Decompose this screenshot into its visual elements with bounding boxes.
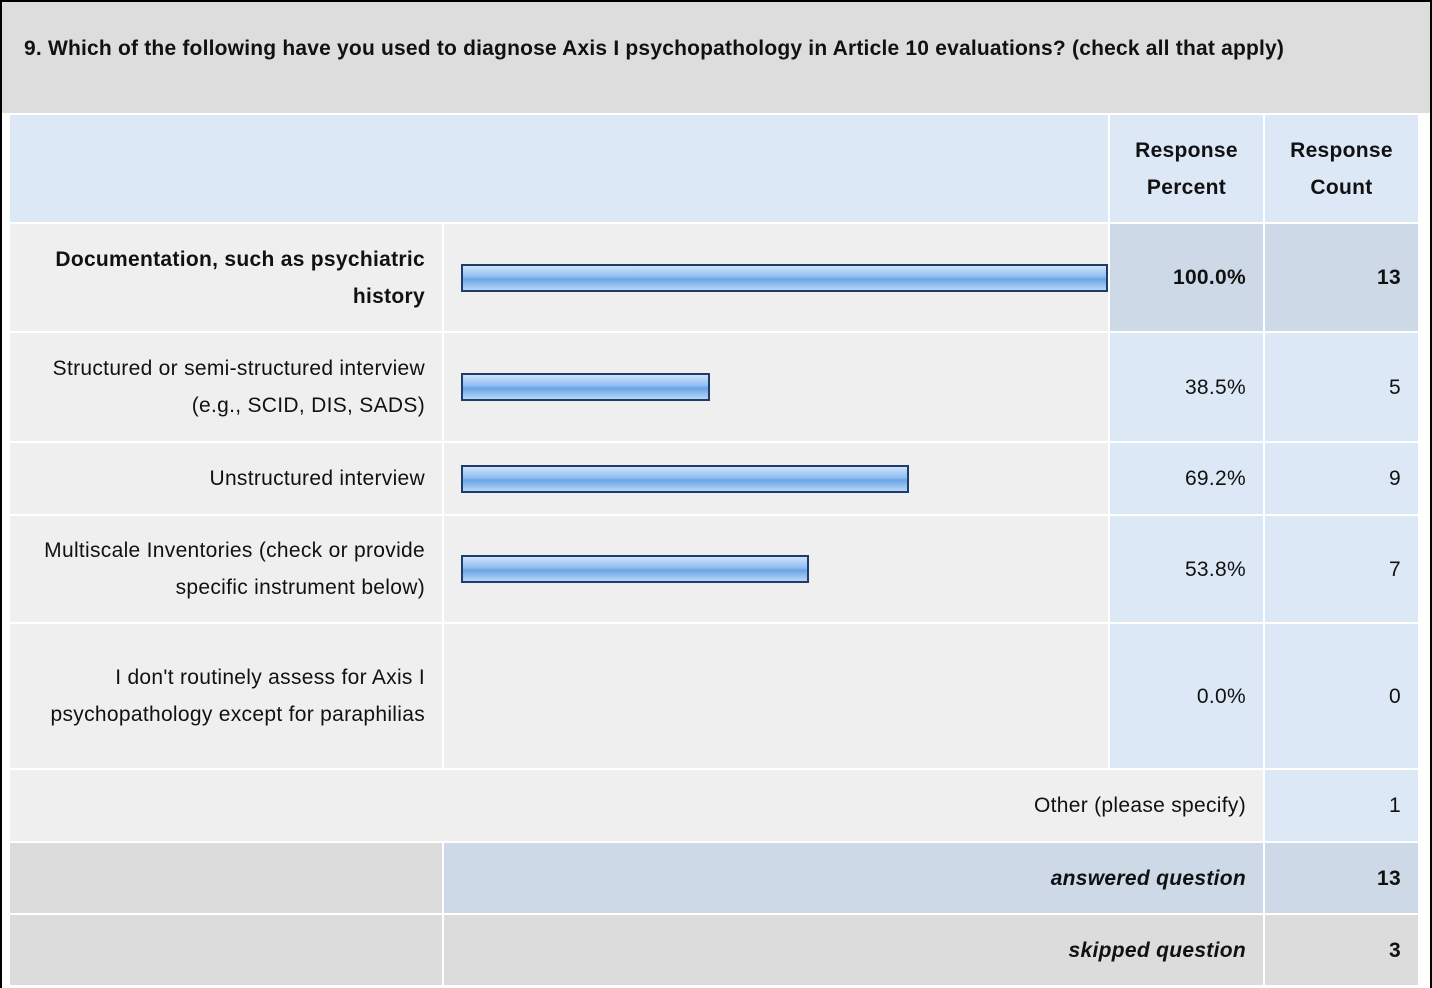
bar-cell (444, 224, 1108, 331)
response-count: 9 (1265, 443, 1418, 514)
answered-label: answered question (444, 843, 1263, 913)
response-percent: 53.8% (1110, 516, 1263, 622)
table-body: Response Percent Response Count Document… (10, 115, 1418, 985)
bar-cell (444, 624, 1108, 768)
skipped-blank (10, 915, 442, 985)
answer-label: Multiscale Inventories (check or provide… (10, 516, 442, 622)
answered-count: 13 (1265, 843, 1418, 913)
answered-blank (10, 843, 442, 913)
skipped-row: skipped question 3 (10, 915, 1418, 985)
response-count: 7 (1265, 516, 1418, 622)
answer-row: I don't routinely assess for Axis I psyc… (10, 624, 1418, 768)
header-percent: Response Percent (1110, 115, 1263, 222)
answer-label: Documentation, such as psychiatric histo… (10, 224, 442, 331)
response-count: 13 (1265, 224, 1418, 331)
other-label: Other (please specify) (10, 770, 1263, 841)
bar (461, 373, 711, 401)
answer-label: Unstructured interview (10, 443, 442, 514)
bar-cell (444, 443, 1108, 514)
bar-cell (444, 516, 1108, 622)
response-percent: 100.0% (1110, 224, 1263, 331)
answer-label: Structured or semi-structured interview … (10, 333, 442, 441)
header-row: Response Percent Response Count (10, 115, 1418, 222)
answer-row: Unstructured interview 69.2% 9 (10, 443, 1418, 514)
response-count: 0 (1265, 624, 1418, 768)
header-blank (10, 115, 1108, 222)
bar (461, 464, 909, 493)
answer-row: Multiscale Inventories (check or provide… (10, 516, 1418, 622)
question-title: 9. Which of the following have you used … (2, 2, 1430, 113)
answered-row: answered question 13 (10, 843, 1418, 913)
response-percent: 38.5% (1110, 333, 1263, 441)
answer-label: I don't routinely assess for Axis I psyc… (10, 624, 442, 768)
answer-row: Structured or semi-structured interview … (10, 333, 1418, 441)
response-percent: 0.0% (1110, 624, 1263, 768)
skipped-count: 3 (1265, 915, 1418, 985)
header-count: Response Count (1265, 115, 1418, 222)
bar (461, 263, 1108, 292)
response-count: 5 (1265, 333, 1418, 441)
response-percent: 69.2% (1110, 443, 1263, 514)
bar-cell (444, 333, 1108, 441)
answer-row: Documentation, such as psychiatric histo… (10, 224, 1418, 331)
skipped-label: skipped question (444, 915, 1263, 985)
other-row: Other (please specify) 1 (10, 770, 1418, 841)
bar (461, 555, 810, 583)
other-count: 1 (1265, 770, 1418, 841)
results-table: Response Percent Response Count Document… (8, 113, 1420, 987)
